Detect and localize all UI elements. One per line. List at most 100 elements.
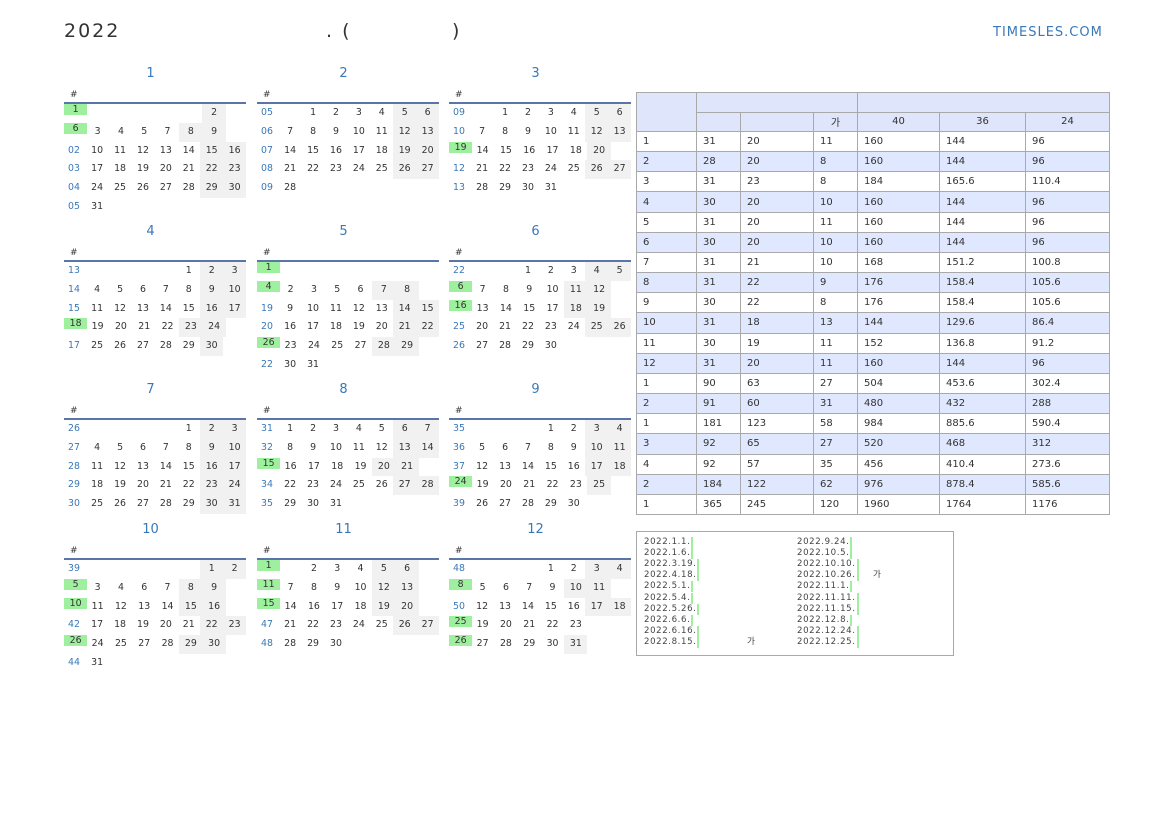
day-cell[interactable] <box>86 262 109 281</box>
day-cell[interactable]: 25 <box>331 340 344 352</box>
day-cell[interactable]: 28 <box>161 638 174 650</box>
day-cell[interactable]: 7 <box>162 283 169 295</box>
day-cell[interactable] <box>347 495 370 514</box>
day-cell[interactable]: 15 <box>544 460 557 472</box>
day-cell[interactable]: 5 <box>608 262 632 281</box>
day-cell[interactable]: 12 <box>114 302 127 314</box>
day-cell[interactable]: 22 <box>307 619 320 631</box>
day-cell[interactable]: 15 <box>257 457 281 469</box>
day-cell[interactable]: 10 <box>223 438 247 458</box>
day-cell[interactable]: 15 <box>200 141 224 161</box>
day-cell[interactable] <box>494 560 517 579</box>
day-cell[interactable]: 7 <box>416 420 440 439</box>
day-cell[interactable]: 11 <box>91 302 104 314</box>
day-cell[interactable]: 22 <box>200 616 224 636</box>
day-cell[interactable] <box>395 262 418 281</box>
day-cell[interactable] <box>109 104 132 123</box>
day-cell[interactable]: 9 <box>526 283 533 295</box>
day-cell[interactable]: 15 <box>307 144 320 156</box>
day-cell[interactable] <box>132 560 155 579</box>
day-cell[interactable]: 21 <box>159 479 172 491</box>
day-cell[interactable] <box>370 495 393 514</box>
day-cell[interactable]: 9 <box>524 125 531 137</box>
day-cell[interactable]: 6 <box>502 581 509 593</box>
day-cell[interactable] <box>471 560 494 579</box>
day-cell[interactable]: 29 <box>395 337 419 356</box>
day-cell[interactable]: 8 <box>395 280 419 300</box>
day-cell[interactable]: 27 <box>476 340 489 352</box>
day-cell[interactable]: 5 <box>378 423 385 434</box>
day-cell[interactable]: 4 <box>378 107 385 118</box>
day-cell[interactable]: 6 <box>139 441 146 453</box>
day-cell[interactable]: 7 <box>164 581 171 593</box>
day-cell[interactable]: 6 <box>64 122 88 134</box>
day-cell[interactable]: 1 <box>257 262 281 273</box>
day-cell[interactable]: 16 <box>284 321 297 333</box>
day-cell[interactable]: 10 <box>329 441 342 453</box>
day-cell[interactable]: 21 <box>284 619 297 631</box>
day-cell[interactable]: 30 <box>544 340 557 352</box>
day-cell[interactable]: 13 <box>395 578 419 598</box>
day-cell[interactable]: 28 <box>416 476 440 496</box>
day-cell[interactable] <box>109 262 132 281</box>
day-cell[interactable]: 24 <box>544 163 557 175</box>
day-cell[interactable]: 2 <box>547 265 554 276</box>
day-cell[interactable]: 16 <box>200 299 224 319</box>
day-cell[interactable]: 28 <box>159 498 172 510</box>
day-cell[interactable]: 30 <box>329 638 342 650</box>
day-cell[interactable]: 15 <box>523 302 536 314</box>
day-cell[interactable]: 19 <box>476 619 489 631</box>
day-cell[interactable]: 20 <box>499 619 512 631</box>
day-cell[interactable]: 18 <box>64 318 88 330</box>
day-cell[interactable]: 22 <box>284 479 297 491</box>
day-cell[interactable]: 27 <box>476 638 489 650</box>
day-cell[interactable] <box>393 356 416 375</box>
day-cell[interactable]: 18 <box>331 460 344 472</box>
day-cell[interactable]: 11 <box>114 144 127 156</box>
day-cell[interactable]: 19 <box>136 163 149 175</box>
day-cell[interactable]: 9 <box>570 441 577 453</box>
day-cell[interactable]: 3 <box>547 107 554 118</box>
day-cell[interactable]: 14 <box>159 302 172 314</box>
day-cell[interactable]: 22 <box>546 479 559 491</box>
day-cell[interactable]: 11 <box>257 578 281 590</box>
day-cell[interactable] <box>585 495 608 514</box>
day-cell[interactable]: 31 <box>329 498 342 510</box>
day-cell[interactable]: 26 <box>449 635 473 647</box>
day-cell[interactable]: 25 <box>352 479 365 491</box>
day-cell[interactable]: 5 <box>64 578 88 590</box>
day-cell[interactable] <box>608 337 631 356</box>
day-cell[interactable]: 9 <box>200 438 224 458</box>
day-cell[interactable]: 5 <box>372 560 396 579</box>
day-cell[interactable]: 16 <box>223 141 247 161</box>
day-cell[interactable]: 12 <box>585 122 609 142</box>
day-cell[interactable]: 6 <box>502 441 509 453</box>
day-cell[interactable]: 23 <box>179 318 203 338</box>
day-cell[interactable]: 8 <box>287 441 294 453</box>
day-cell[interactable]: 7 <box>372 280 396 300</box>
day-cell[interactable]: 26 <box>136 182 149 194</box>
day-cell[interactable] <box>370 179 393 198</box>
day-cell[interactable]: 16 <box>449 299 473 311</box>
day-cell[interactable] <box>347 356 370 375</box>
day-cell[interactable]: 13 <box>393 438 417 458</box>
day-cell[interactable] <box>109 560 132 579</box>
day-cell[interactable] <box>562 337 585 356</box>
day-cell[interactable]: 4 <box>608 420 632 439</box>
day-cell[interactable]: 9 <box>310 441 317 453</box>
day-cell[interactable] <box>156 104 179 123</box>
day-cell[interactable] <box>109 420 132 439</box>
day-cell[interactable]: 14 <box>499 302 512 314</box>
day-cell[interactable]: 8 <box>310 581 317 593</box>
day-cell[interactable]: 11 <box>91 600 104 612</box>
day-cell[interactable]: 6 <box>608 104 632 123</box>
day-cell[interactable]: 27 <box>136 498 149 510</box>
day-cell[interactable]: 16 <box>567 460 580 472</box>
day-cell[interactable] <box>154 420 177 439</box>
day-cell[interactable]: 17 <box>91 619 104 631</box>
day-cell[interactable]: 28 <box>521 498 534 510</box>
day-cell[interactable]: 18 <box>608 457 632 477</box>
day-cell[interactable]: 19 <box>114 479 127 491</box>
day-cell[interactable]: 7 <box>524 441 531 453</box>
day-cell[interactable]: 1 <box>547 563 554 574</box>
